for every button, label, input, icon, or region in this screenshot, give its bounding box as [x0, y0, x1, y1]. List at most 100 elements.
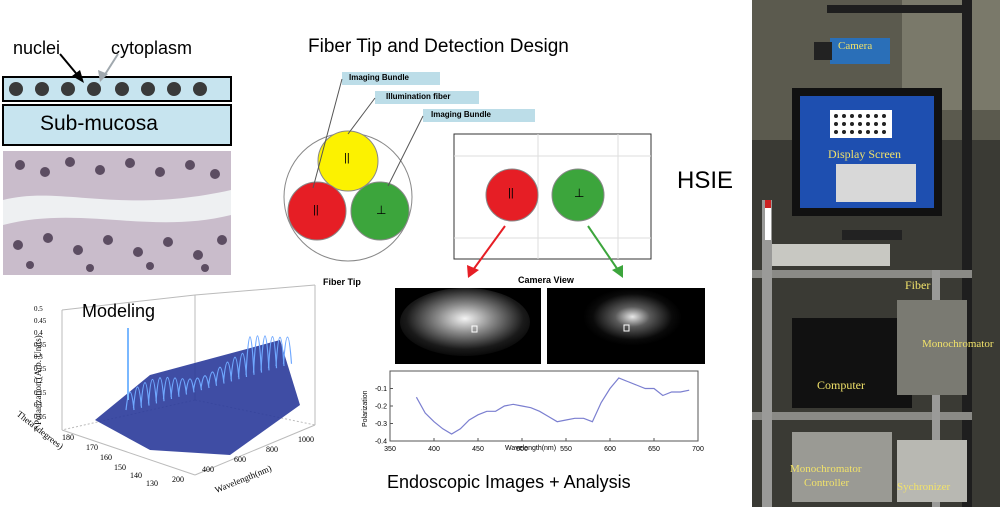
- computer-device: [792, 318, 912, 408]
- camera-red-spot: [485, 168, 539, 222]
- camera-device: [830, 38, 890, 64]
- surface-mesh: [95, 340, 300, 455]
- cytoplasm-arrow: [103, 53, 119, 77]
- wavelength-tick: 1000: [298, 435, 314, 444]
- z-tick: 0.3: [34, 353, 43, 361]
- green-arrow: [587, 225, 619, 271]
- illumination-fiber-circle: [317, 130, 379, 192]
- chart-xlabel: Wavelength(nm): [505, 445, 557, 452]
- z-tick: 0.05: [34, 413, 47, 421]
- parallel-symbol-red: ||: [313, 204, 319, 216]
- surface-peak: [147, 379, 158, 404]
- z-tick: 0.25: [34, 365, 47, 373]
- surface-peak: [267, 336, 278, 369]
- imaging-bundle-red-circle: [287, 181, 347, 241]
- wavelength-tick: 400: [202, 465, 214, 474]
- controller-label-1: Monochromator: [790, 463, 862, 475]
- theta-tick: 170: [86, 443, 98, 452]
- hsie-photo: [752, 0, 1000, 507]
- synchronizer-label: Sychronizer: [897, 481, 951, 493]
- red-arrow: [472, 225, 506, 271]
- controller-device: [792, 432, 892, 502]
- z-tick: 0.15: [34, 389, 47, 397]
- camera-green-spot: [551, 168, 605, 222]
- z-tick: 0.35: [34, 341, 47, 349]
- camera-label: Camera: [838, 40, 873, 52]
- perp-symbol-camera: ⊥: [574, 186, 585, 200]
- surface-peak: [155, 377, 165, 402]
- fiber-tip-diagram: [283, 72, 652, 278]
- z-tick: 0.1: [34, 401, 43, 409]
- x-tick-label: 400: [428, 446, 440, 453]
- keyboard: [772, 244, 890, 266]
- hsie-label: HSIE: [677, 167, 734, 194]
- wavelength-tick: 800: [266, 445, 278, 454]
- surface-peak: [252, 335, 263, 373]
- endoscopic-image-perpendicular: [572, 288, 682, 352]
- y-tick-label: -0.3: [375, 421, 387, 428]
- tissue-schematic: [2, 53, 232, 275]
- theta-tick: 150: [114, 463, 126, 472]
- fiber-design-title: Fiber Tip and Detection Design: [308, 36, 569, 57]
- display-screen-label: Display Screen: [828, 147, 901, 161]
- wavelength-tick: 600: [234, 455, 246, 464]
- modeling-label: Modeling: [82, 301, 156, 321]
- x-tick-label: 550: [560, 446, 572, 453]
- chart-plot-area: [389, 370, 699, 442]
- endoscopic-image-parallel: [400, 288, 530, 356]
- polarization-line-chart: 350 400 450 500 550 600 650 700 -0.1 -0.2 -0.3 -0.4: [375, 370, 704, 453]
- chart-ylabel: Polarization: [362, 390, 369, 427]
- polarization-series-line: [415, 377, 690, 435]
- theta-tick: 160: [100, 453, 112, 462]
- analysis-title: Endoscopic Images + Analysis: [387, 472, 631, 492]
- camera-view-label: Camera View: [518, 275, 574, 285]
- surface-peak: [282, 336, 293, 364]
- synchronizer-device: [897, 440, 967, 502]
- wavelength-tick: 200: [172, 475, 184, 484]
- theta-tick: 130: [146, 479, 158, 488]
- fiber-tip-label: Fiber Tip: [323, 277, 361, 287]
- imaging-bundle-2-box: [423, 109, 535, 122]
- nuclei-dots: [9, 82, 207, 96]
- y-tick-label: -0.1: [375, 386, 387, 393]
- y-tick-label: -0.2: [375, 404, 387, 411]
- z-tick: 0.5: [34, 305, 43, 313]
- x-tick-label: 350: [384, 446, 396, 453]
- fiber-label: Fiber: [905, 278, 931, 292]
- surface-peak: [162, 376, 173, 400]
- endoscopic-image-pair: [395, 288, 705, 364]
- x-tick-label: 450: [472, 446, 484, 453]
- x-tick-label: 500: [516, 446, 528, 453]
- z-tick: 0.45: [34, 317, 47, 325]
- illumination-fiber-box: [375, 91, 479, 104]
- surface-peak: [275, 337, 285, 367]
- cytoplasm-label: cytoplasm: [111, 38, 193, 58]
- monochromator-label: Monochromator: [922, 338, 994, 350]
- submucosa-layer: [2, 104, 232, 146]
- computer-label: Computer: [817, 378, 865, 392]
- surface-peak: [140, 382, 150, 406]
- surface-peak: [170, 377, 180, 397]
- z-tick: 0.4: [34, 329, 43, 337]
- surface-plot: [61, 284, 316, 476]
- surface-peak: [245, 336, 255, 375]
- parallel-symbol-camera: ||: [508, 187, 514, 199]
- illumination-fiber-label: Illumination fiber: [386, 92, 451, 101]
- nuclei-label: nuclei: [13, 38, 61, 58]
- y-tick-label: -0.4: [375, 439, 387, 446]
- z-tick: 0.2: [34, 377, 43, 385]
- surface-peak: [260, 335, 270, 371]
- imaging-bundle-2-label: Imaging Bundle: [431, 110, 491, 119]
- theta-tick: 140: [130, 471, 142, 480]
- parallel-symbol-yellow: ||: [344, 152, 350, 164]
- imaging-bundle-green-circle: [350, 181, 410, 241]
- x-tick-label: 600: [604, 446, 616, 453]
- imaging-bundle-1-label: Imaging Bundle: [349, 73, 409, 82]
- x-tick-label: 650: [648, 446, 660, 453]
- monochromator-device: [897, 300, 967, 395]
- perp-symbol-green: ⊥: [376, 203, 387, 217]
- theta-tick: 180: [62, 433, 74, 442]
- x-tick-label: 700: [692, 446, 704, 453]
- imaging-bundle-1-box: [342, 72, 440, 85]
- z-tick: 0: [34, 425, 38, 433]
